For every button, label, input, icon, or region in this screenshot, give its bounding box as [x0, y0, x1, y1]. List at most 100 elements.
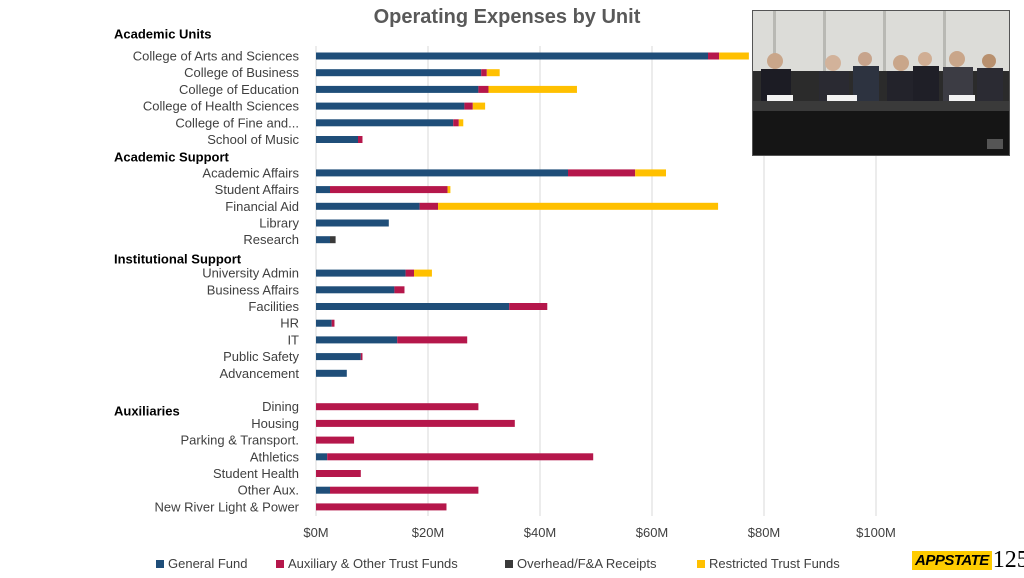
- bar-segment: [488, 85, 577, 93]
- category-label: Research: [243, 232, 299, 247]
- legend-label: Overhead/F&A Receipts: [517, 556, 657, 571]
- bar-segment: [414, 269, 432, 277]
- bar-segment: [316, 169, 568, 177]
- category-label: Dining: [262, 399, 299, 414]
- bar-segment: [464, 102, 473, 110]
- category-label: Housing: [251, 416, 299, 431]
- bar-segment: [316, 202, 420, 210]
- category-label: Business Affairs: [207, 282, 300, 297]
- group-label: Academic Support: [114, 150, 230, 165]
- category-label: College of Arts and Sciences: [133, 49, 300, 64]
- legend-label: General Fund: [168, 556, 248, 571]
- category-label: College of Health Sciences: [143, 99, 300, 114]
- x-tick-label: $40M: [524, 525, 557, 540]
- bar-segment: [316, 369, 347, 377]
- bar-segment: [316, 119, 454, 127]
- bar-segment: [447, 186, 451, 194]
- category-label: Athletics: [250, 449, 300, 464]
- category-label: College of Education: [179, 82, 299, 97]
- logo-number: 125: [992, 547, 1024, 573]
- bar-segment: [330, 186, 448, 194]
- x-axis-ticks: $0M $20M $40M $60M $80M $100M: [303, 525, 896, 540]
- category-label: Student Affairs: [215, 182, 300, 197]
- x-tick-label: $60M: [636, 525, 669, 540]
- bar-segment: [405, 269, 414, 277]
- bar-segment: [438, 202, 719, 210]
- group-label: Institutional Support: [114, 252, 242, 267]
- bar-segment: [316, 436, 355, 444]
- bar-segment: [316, 336, 398, 344]
- x-tick-label: $100M: [856, 525, 896, 540]
- bar-segment: [316, 269, 406, 277]
- legend-swatch: [276, 560, 284, 568]
- bar-segment: [316, 353, 361, 361]
- group-label: Academic Units: [114, 27, 212, 42]
- bar-segment: [419, 202, 439, 210]
- category-label: Student Health: [213, 466, 299, 481]
- bar-segment: [331, 319, 335, 327]
- legend-label: Auxiliary & Other Trust Funds: [288, 556, 458, 571]
- bar-segment: [358, 136, 363, 143]
- legend-swatch: [156, 560, 164, 568]
- bar-segment: [316, 303, 510, 310]
- group-label: Auxiliaries: [114, 404, 180, 419]
- appstate-125-logo: APPSTATE 125: [912, 546, 1024, 574]
- bar-segment: [316, 85, 479, 93]
- category-label: HR: [280, 316, 299, 331]
- bar-segment: [316, 486, 330, 494]
- bars: [316, 52, 749, 511]
- bar-segment: [316, 503, 447, 511]
- category-label: College of Fine and...: [175, 115, 299, 130]
- bar-segment: [316, 470, 361, 477]
- category-label: Public Safety: [223, 349, 299, 364]
- bar-segment: [472, 102, 486, 110]
- legend-swatch: [505, 560, 513, 568]
- bar-segment: [509, 303, 548, 310]
- category-label: IT: [287, 332, 299, 347]
- category-label: School of Music: [207, 132, 299, 147]
- bar-segment: [316, 319, 332, 327]
- bar-segment: [330, 236, 336, 244]
- bar-segment: [327, 453, 594, 461]
- group-labels: Academic Units Academic Support Institutio…: [114, 27, 242, 419]
- bar-segment: [486, 69, 500, 77]
- bar-segment: [316, 52, 708, 60]
- category-label: New River Light & Power: [155, 499, 300, 514]
- legend-swatch: [697, 560, 705, 568]
- bar-segment: [330, 486, 479, 494]
- x-tick-label: $20M: [412, 525, 445, 540]
- category-label: College of Business: [184, 65, 299, 80]
- bar-segment: [453, 119, 459, 127]
- legend-label: Restricted Trust Funds: [709, 556, 840, 571]
- category-label: Academic Affairs: [202, 165, 299, 180]
- legend: General Fund Auxiliary & Other Trust Fund…: [156, 556, 840, 571]
- x-tick-label: $0M: [303, 525, 328, 540]
- category-label: Facilities: [248, 299, 299, 314]
- bar-segment: [316, 186, 330, 194]
- x-tick-label: $80M: [748, 525, 781, 540]
- chart-title: Operating Expenses by Unit: [374, 6, 641, 28]
- bar-segment: [394, 286, 405, 294]
- bar-segment: [458, 119, 464, 127]
- bar-segment: [719, 52, 749, 60]
- category-label: University Admin: [202, 266, 299, 281]
- bar-segment: [481, 69, 487, 77]
- bar-segment: [316, 136, 358, 143]
- bar-segment: [360, 353, 363, 361]
- category-label: Other Aux.: [238, 483, 299, 498]
- video-feed-icon: [753, 11, 1009, 155]
- category-label: Parking & Transport.: [181, 433, 300, 448]
- bar-segment: [316, 419, 515, 427]
- category-label: Library: [259, 216, 299, 231]
- bar-segment: [316, 69, 482, 77]
- bar-segment: [568, 169, 636, 177]
- bar-segment: [316, 453, 328, 461]
- bar-segment: [316, 102, 465, 110]
- category-label: Advancement: [220, 366, 300, 381]
- bar-segment: [316, 286, 395, 294]
- bar-segment: [635, 169, 666, 177]
- bar-segment: [397, 336, 468, 344]
- bar-segment: [478, 85, 489, 93]
- bar-segment: [708, 52, 720, 60]
